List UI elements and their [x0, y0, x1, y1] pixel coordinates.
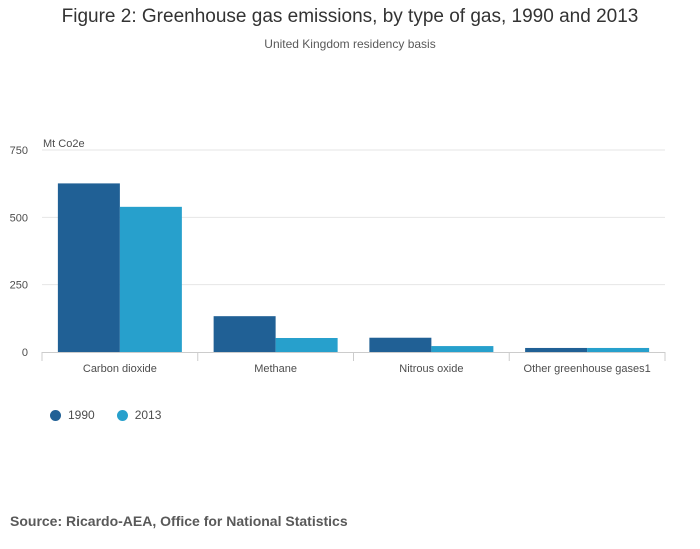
- bar-2013: [587, 347, 650, 352]
- legend-label-2013: 2013: [134, 408, 162, 422]
- x-tick-label: Methane: [254, 363, 297, 375]
- legend-swatch-2013: [116, 409, 128, 421]
- bar-1990: [57, 183, 120, 352]
- legend-item-1990[interactable]: 1990: [50, 408, 95, 422]
- y-tick-label: 0: [22, 347, 28, 359]
- chart-subtitle: United Kingdom residency basis: [264, 37, 436, 51]
- bar-2013: [275, 337, 338, 352]
- bar-1990: [369, 337, 432, 352]
- x-tick-label: Nitrous oxide: [399, 363, 463, 375]
- source-note: Source: Ricardo-AEA, Office for National…: [10, 513, 348, 529]
- y-tick-label: 250: [10, 280, 28, 292]
- chart-legend: 1990 2013: [50, 408, 161, 422]
- x-tick-label: Carbon dioxide: [83, 363, 157, 375]
- bar-1990: [213, 316, 276, 352]
- y-tick-label: 500: [10, 212, 28, 224]
- y-axis-unit-label: Mt Co2e: [43, 138, 85, 150]
- x-tick-label: Other greenhouse gases1: [524, 363, 651, 375]
- bar-1990: [525, 347, 588, 352]
- legend-item-2013[interactable]: 2013: [116, 408, 162, 422]
- chart-title: Figure 2: Greenhouse gas emissions, by t…: [61, 6, 639, 27]
- y-tick-label: 750: [10, 145, 28, 157]
- bar-chart: 0 250 500 750 Mt Co2e Carbon dioxide Methane Ni…: [10, 138, 666, 375]
- legend-label-1990: 1990: [68, 408, 95, 422]
- legend-swatch-1990: [50, 409, 61, 421]
- bar-2013: [431, 346, 494, 352]
- bar-2013: [119, 206, 182, 352]
